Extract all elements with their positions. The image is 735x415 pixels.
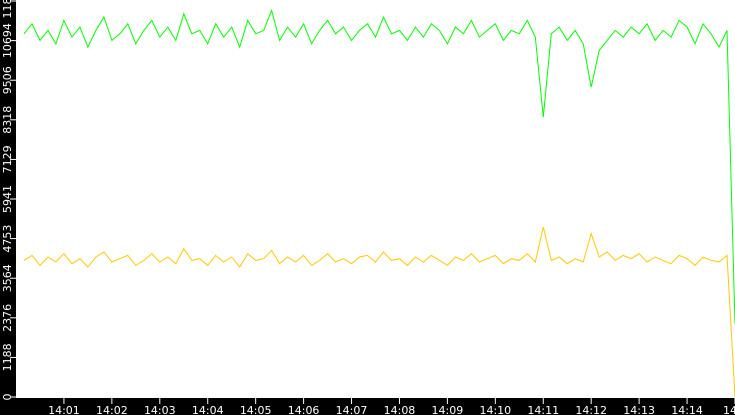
series-line-1 (23, 226, 735, 398)
y-tick-label: 10694 (1, 23, 14, 58)
y-tick-label: 7129 (1, 145, 14, 173)
y-tick-label: 3564 (1, 264, 14, 292)
y-tick-label: 1188 (1, 343, 14, 371)
y-tick-label: 0 (1, 394, 14, 401)
x-tick-label: 14:14 (671, 404, 703, 415)
y-tick-label: 5941 (1, 185, 14, 213)
x-tick-label: 14:03 (144, 404, 176, 415)
x-tick-label: 14:06 (288, 404, 320, 415)
y-tick-label: 2376 (1, 304, 14, 332)
x-tick-label: 14:01 (48, 404, 80, 415)
y-tick-label: 9506 (1, 66, 14, 94)
x-tick-label: 14:10 (479, 404, 511, 415)
x-tick-label: 14:11 (527, 404, 559, 415)
x-tick-label: 14:13 (623, 404, 655, 415)
plot-area (16, 0, 735, 398)
y-tick-label: 11883 (1, 0, 14, 19)
x-tick-label: 14:07 (336, 404, 368, 415)
x-tick-label: 14 (723, 404, 735, 415)
x-axis: 14:01 14:02 14:03 14:04 14:05 14:06 14:07 14:08… (48, 398, 735, 415)
x-tick-label: 14:12 (575, 404, 607, 415)
x-tick-label: 14:02 (96, 404, 128, 415)
series-group (23, 8, 735, 398)
y-tick-label: 8318 (1, 106, 14, 134)
y-tick-label: 4753 (1, 225, 14, 253)
series-line-0 (23, 8, 735, 324)
x-tick-label: 14:04 (192, 404, 224, 415)
y-axis: 0 1188 2376 3564 4753 5941 7129 8318 9506 10694 11… (1, 0, 16, 401)
x-tick-label: 14:05 (240, 404, 272, 415)
x-tick-label: 14:09 (432, 404, 464, 415)
x-tick-label: 14:08 (384, 404, 416, 415)
